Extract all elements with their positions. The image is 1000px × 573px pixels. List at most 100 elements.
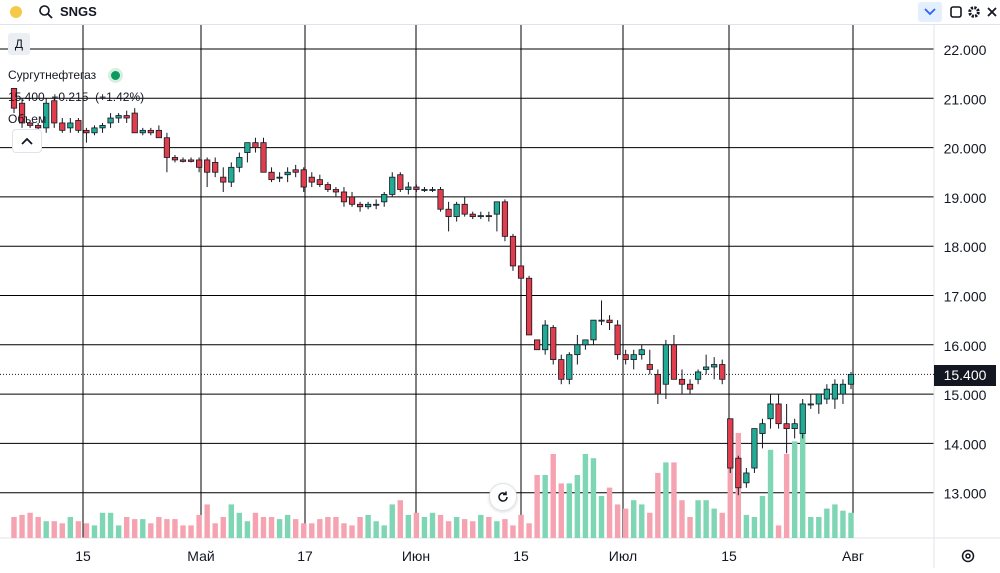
volume-bar xyxy=(99,512,106,538)
candle-body xyxy=(324,184,331,190)
volume-bar xyxy=(156,517,162,538)
candle-body xyxy=(574,344,581,356)
volume-bar xyxy=(767,449,774,538)
candle-body xyxy=(501,201,509,237)
volume-bar xyxy=(743,514,750,538)
volume-bar xyxy=(83,523,90,538)
interval-button[interactable]: Д xyxy=(8,33,30,55)
y-tick-label: 13.000 xyxy=(944,486,987,502)
candle-body xyxy=(719,364,726,380)
candle-body xyxy=(75,120,82,131)
chart-area[interactable]: 13.000 14.000 15.000 16.000 17.000 18.000 19.0… xyxy=(0,25,1000,568)
settings-icon xyxy=(961,549,975,563)
chevron-up-icon xyxy=(21,137,33,145)
search-icon[interactable] xyxy=(38,4,54,20)
volume-bar xyxy=(164,519,170,538)
volume-bar xyxy=(236,512,243,538)
candle-body xyxy=(662,344,669,385)
legend-change-pct: (+1.42%) xyxy=(95,90,145,104)
candle-body xyxy=(614,324,621,356)
volume-bar xyxy=(719,512,725,538)
chevron-down-icon[interactable] xyxy=(918,2,942,22)
candle-body xyxy=(405,186,412,190)
volume-bar xyxy=(172,519,178,538)
candle-body xyxy=(711,364,718,368)
volume-bar xyxy=(301,523,307,538)
candle-body xyxy=(445,208,452,218)
symbol-search-input[interactable]: SNGS xyxy=(60,4,97,19)
candle-body xyxy=(147,129,154,134)
legend-last: 15.400 xyxy=(8,90,45,104)
candle-body xyxy=(26,122,34,126)
legend: Сургутнефтегаз 15.400 +0.215 (+1.42%) Об… xyxy=(8,64,144,130)
volume-bar xyxy=(220,517,226,538)
y-tick-label: 17.000 xyxy=(944,289,987,305)
candle-body xyxy=(429,189,436,191)
candle-body xyxy=(107,117,114,124)
y-tick-label: 22.000 xyxy=(944,42,987,58)
volume-bar xyxy=(486,517,492,538)
top-toolbar: SNGS xyxy=(0,0,1000,25)
volume-bar xyxy=(647,512,653,538)
volume-bar xyxy=(75,521,82,538)
volume-bar xyxy=(35,517,41,538)
candle-body xyxy=(155,129,162,139)
volume-bar xyxy=(478,514,484,538)
volume-bar xyxy=(59,523,65,538)
reset-chart-button[interactable] xyxy=(489,483,517,511)
candle-body xyxy=(276,176,283,179)
close-icon[interactable] xyxy=(982,2,1000,22)
volume-bar xyxy=(397,500,404,538)
candle-body xyxy=(703,366,710,370)
gear-icon[interactable] xyxy=(964,2,984,22)
candle-body xyxy=(670,344,678,380)
collapse-legend-button[interactable] xyxy=(12,129,42,153)
candle-body xyxy=(598,319,605,322)
volume-bar xyxy=(800,428,806,538)
x-tick-label: Июн xyxy=(402,548,430,564)
volume-bar xyxy=(606,487,613,538)
x-tick-label: 17 xyxy=(297,548,313,564)
candle-body xyxy=(260,142,267,173)
candle-body xyxy=(139,129,146,134)
volume-bar xyxy=(832,504,838,538)
volume-bar xyxy=(51,521,57,538)
candlestick-chart[interactable]: 13.000 14.000 15.000 16.000 17.000 18.000 19.0… xyxy=(0,25,1000,568)
volume-bar xyxy=(816,517,822,538)
volume-bar xyxy=(204,504,210,538)
candle-body xyxy=(373,203,380,206)
volume-bar xyxy=(292,519,299,538)
candle-body xyxy=(179,159,187,162)
candle-body xyxy=(477,215,484,218)
volume-bar xyxy=(727,454,733,538)
volume-bar xyxy=(687,517,693,538)
volume-bar xyxy=(11,517,17,538)
candle-body xyxy=(686,383,694,390)
volume-bar xyxy=(180,525,186,538)
volume-bar xyxy=(228,504,234,538)
x-tick-label: Авг xyxy=(842,548,864,564)
candle-body xyxy=(59,122,66,131)
volume-bar xyxy=(341,523,347,538)
candle-body xyxy=(493,201,500,215)
candle-body xyxy=(163,137,171,158)
x-tick-label: Май xyxy=(187,548,214,564)
volume-bar xyxy=(671,462,677,538)
candle-body xyxy=(735,457,742,489)
volume-bar xyxy=(759,496,766,538)
candle-body xyxy=(236,157,243,168)
candle-body xyxy=(356,203,364,208)
candle-body xyxy=(389,176,396,195)
settings-button[interactable] xyxy=(958,546,978,566)
candle-body xyxy=(727,418,734,469)
volume-bar xyxy=(470,521,476,538)
window-icon[interactable] xyxy=(946,2,966,22)
candle-body xyxy=(823,388,830,400)
volume-bar xyxy=(212,523,218,538)
volume-bar xyxy=(622,508,629,538)
volume-bar xyxy=(639,504,645,538)
candle-body xyxy=(534,339,541,351)
volume-bar xyxy=(421,517,428,538)
candle-body xyxy=(340,191,348,203)
volume-bar xyxy=(365,514,371,538)
